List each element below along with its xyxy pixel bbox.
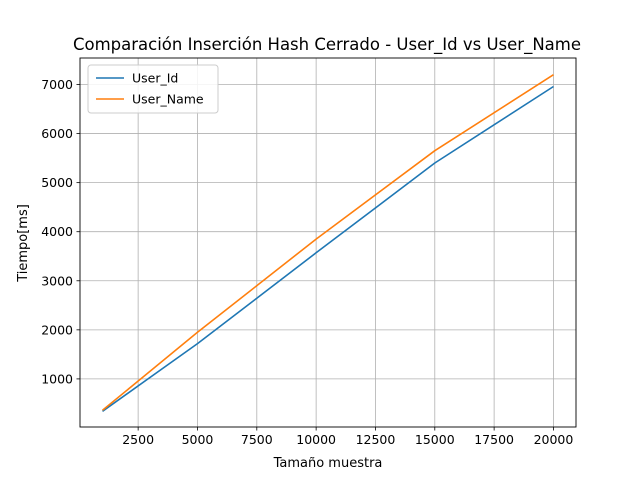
x-tick-label: 12500 bbox=[356, 432, 396, 447]
y-axis-label: Tiempo[ms] bbox=[16, 204, 31, 283]
x-tick-label: 2500 bbox=[122, 432, 154, 447]
legend: User_Id User_Name bbox=[87, 64, 219, 114]
x-tick-label: 15000 bbox=[415, 432, 455, 447]
legend-label: User_Name bbox=[132, 92, 204, 107]
y-tick-label: 4000 bbox=[41, 224, 73, 239]
chart-title: Comparación Inserción Hash Cerrado - Use… bbox=[73, 35, 581, 55]
y-tick-label: 5000 bbox=[41, 175, 73, 190]
y-tick-label: 6000 bbox=[41, 126, 73, 141]
series-line-user-id bbox=[102, 85, 554, 412]
legend-box bbox=[87, 64, 219, 114]
x-tick-label: 7500 bbox=[241, 432, 273, 447]
x-tick-label: 20000 bbox=[534, 432, 574, 447]
series-line-user-name bbox=[101, 74, 554, 411]
x-tick-label: 17500 bbox=[474, 432, 514, 447]
x-axis-label: Tamaño muestra bbox=[273, 456, 383, 471]
y-tick-label: 3000 bbox=[41, 273, 73, 288]
plot-lines bbox=[101, 74, 554, 412]
legend-label: User_Id bbox=[132, 71, 178, 86]
y-tick-label: 7000 bbox=[41, 77, 73, 92]
grid bbox=[80, 58, 576, 427]
x-tick-label: 5000 bbox=[182, 432, 214, 447]
axes-frame bbox=[79, 57, 577, 428]
y-tick-label: 2000 bbox=[41, 322, 73, 337]
x-axis-ticks: 2500 5000 7500 10000 12500 15000 17500 20000 bbox=[122, 427, 573, 447]
x-tick-label: 10000 bbox=[296, 432, 336, 447]
y-axis-ticks: 1000 2000 3000 4000 5000 6000 7000 bbox=[41, 77, 80, 386]
y-tick-label: 1000 bbox=[41, 371, 73, 386]
